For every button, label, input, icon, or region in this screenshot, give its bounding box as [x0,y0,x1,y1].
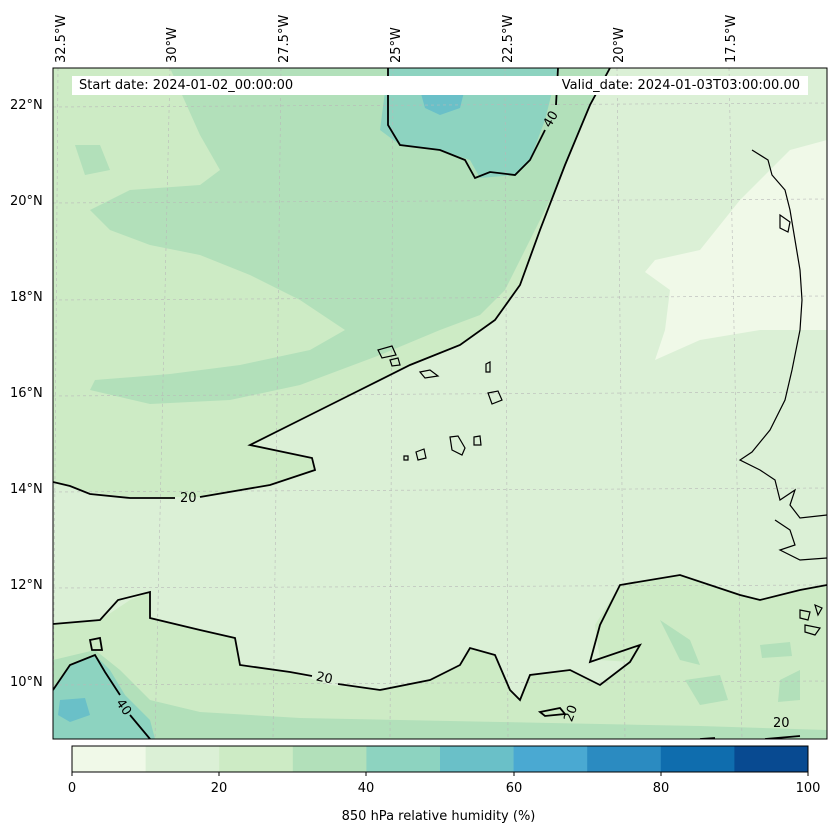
humidity-band-30-40-south-patch [778,670,800,702]
lat-label: 14°N [10,482,43,497]
humidity-map [52,67,828,740]
lat-label: 10°N [10,675,43,690]
humidity-band-20-30-south [53,575,827,739]
colorbar-swatch [292,746,367,772]
colorbar-tick-label: 60 [505,781,523,796]
colorbar-swatch [513,746,588,772]
date-info-bar: Start date: 2024-01-02_00:00:00 Valid_da… [72,76,808,95]
colorbar-ticks [71,772,809,776]
humidity-band-30-40-south-patch [760,642,792,658]
colorbar-swatch [366,746,441,772]
colorbar-swatch [219,746,294,772]
colorbar-tick-label: 100 [795,781,821,796]
lat-label: 22°N [10,98,43,113]
colorbar-swatch [587,746,662,772]
contour-label: 20 [773,716,790,731]
humidity-band-30-40-south-patch [660,620,700,665]
colorbar-swatch [440,746,515,772]
map-border [52,67,828,740]
lat-label: 20°N [10,194,43,209]
lat-label: 18°N [10,290,43,305]
lat-label: 16°N [10,386,43,401]
valid-date: Valid_date: 2024-01-03T03:00:00.00 [561,78,800,93]
colorbar-swatch [660,746,735,772]
colorbar-tick-label: 0 [67,781,77,796]
colorbar-label: 850 hPa relative humidity (%) [341,809,536,824]
humidity-band-30-40-patch [75,145,110,175]
humidity-band-30-40-south-patch [685,675,728,705]
humidity-band-50-60-south [58,698,90,722]
colorbar-swatch [734,746,809,772]
humidity-band-0-10-east [645,140,827,360]
colorbar-tick-label: 80 [652,781,670,796]
lat-label: 12°N [10,578,43,593]
colorbar-swatch [145,746,220,772]
colorbar-swatches [72,746,809,772]
colorbar-swatch [72,746,147,772]
colorbar-tick-label: 40 [357,781,375,796]
graticule [53,68,827,739]
contour-label: 20 [180,491,197,506]
contour-label: 20 [314,669,334,688]
humidity-band-30-40-south [53,650,827,739]
colorbar-tick-label: 20 [210,781,228,796]
coastlines [377,149,827,636]
start-date: Start date: 2024-01-02_00:00:00 [79,78,294,93]
colorbar-border [71,745,809,773]
